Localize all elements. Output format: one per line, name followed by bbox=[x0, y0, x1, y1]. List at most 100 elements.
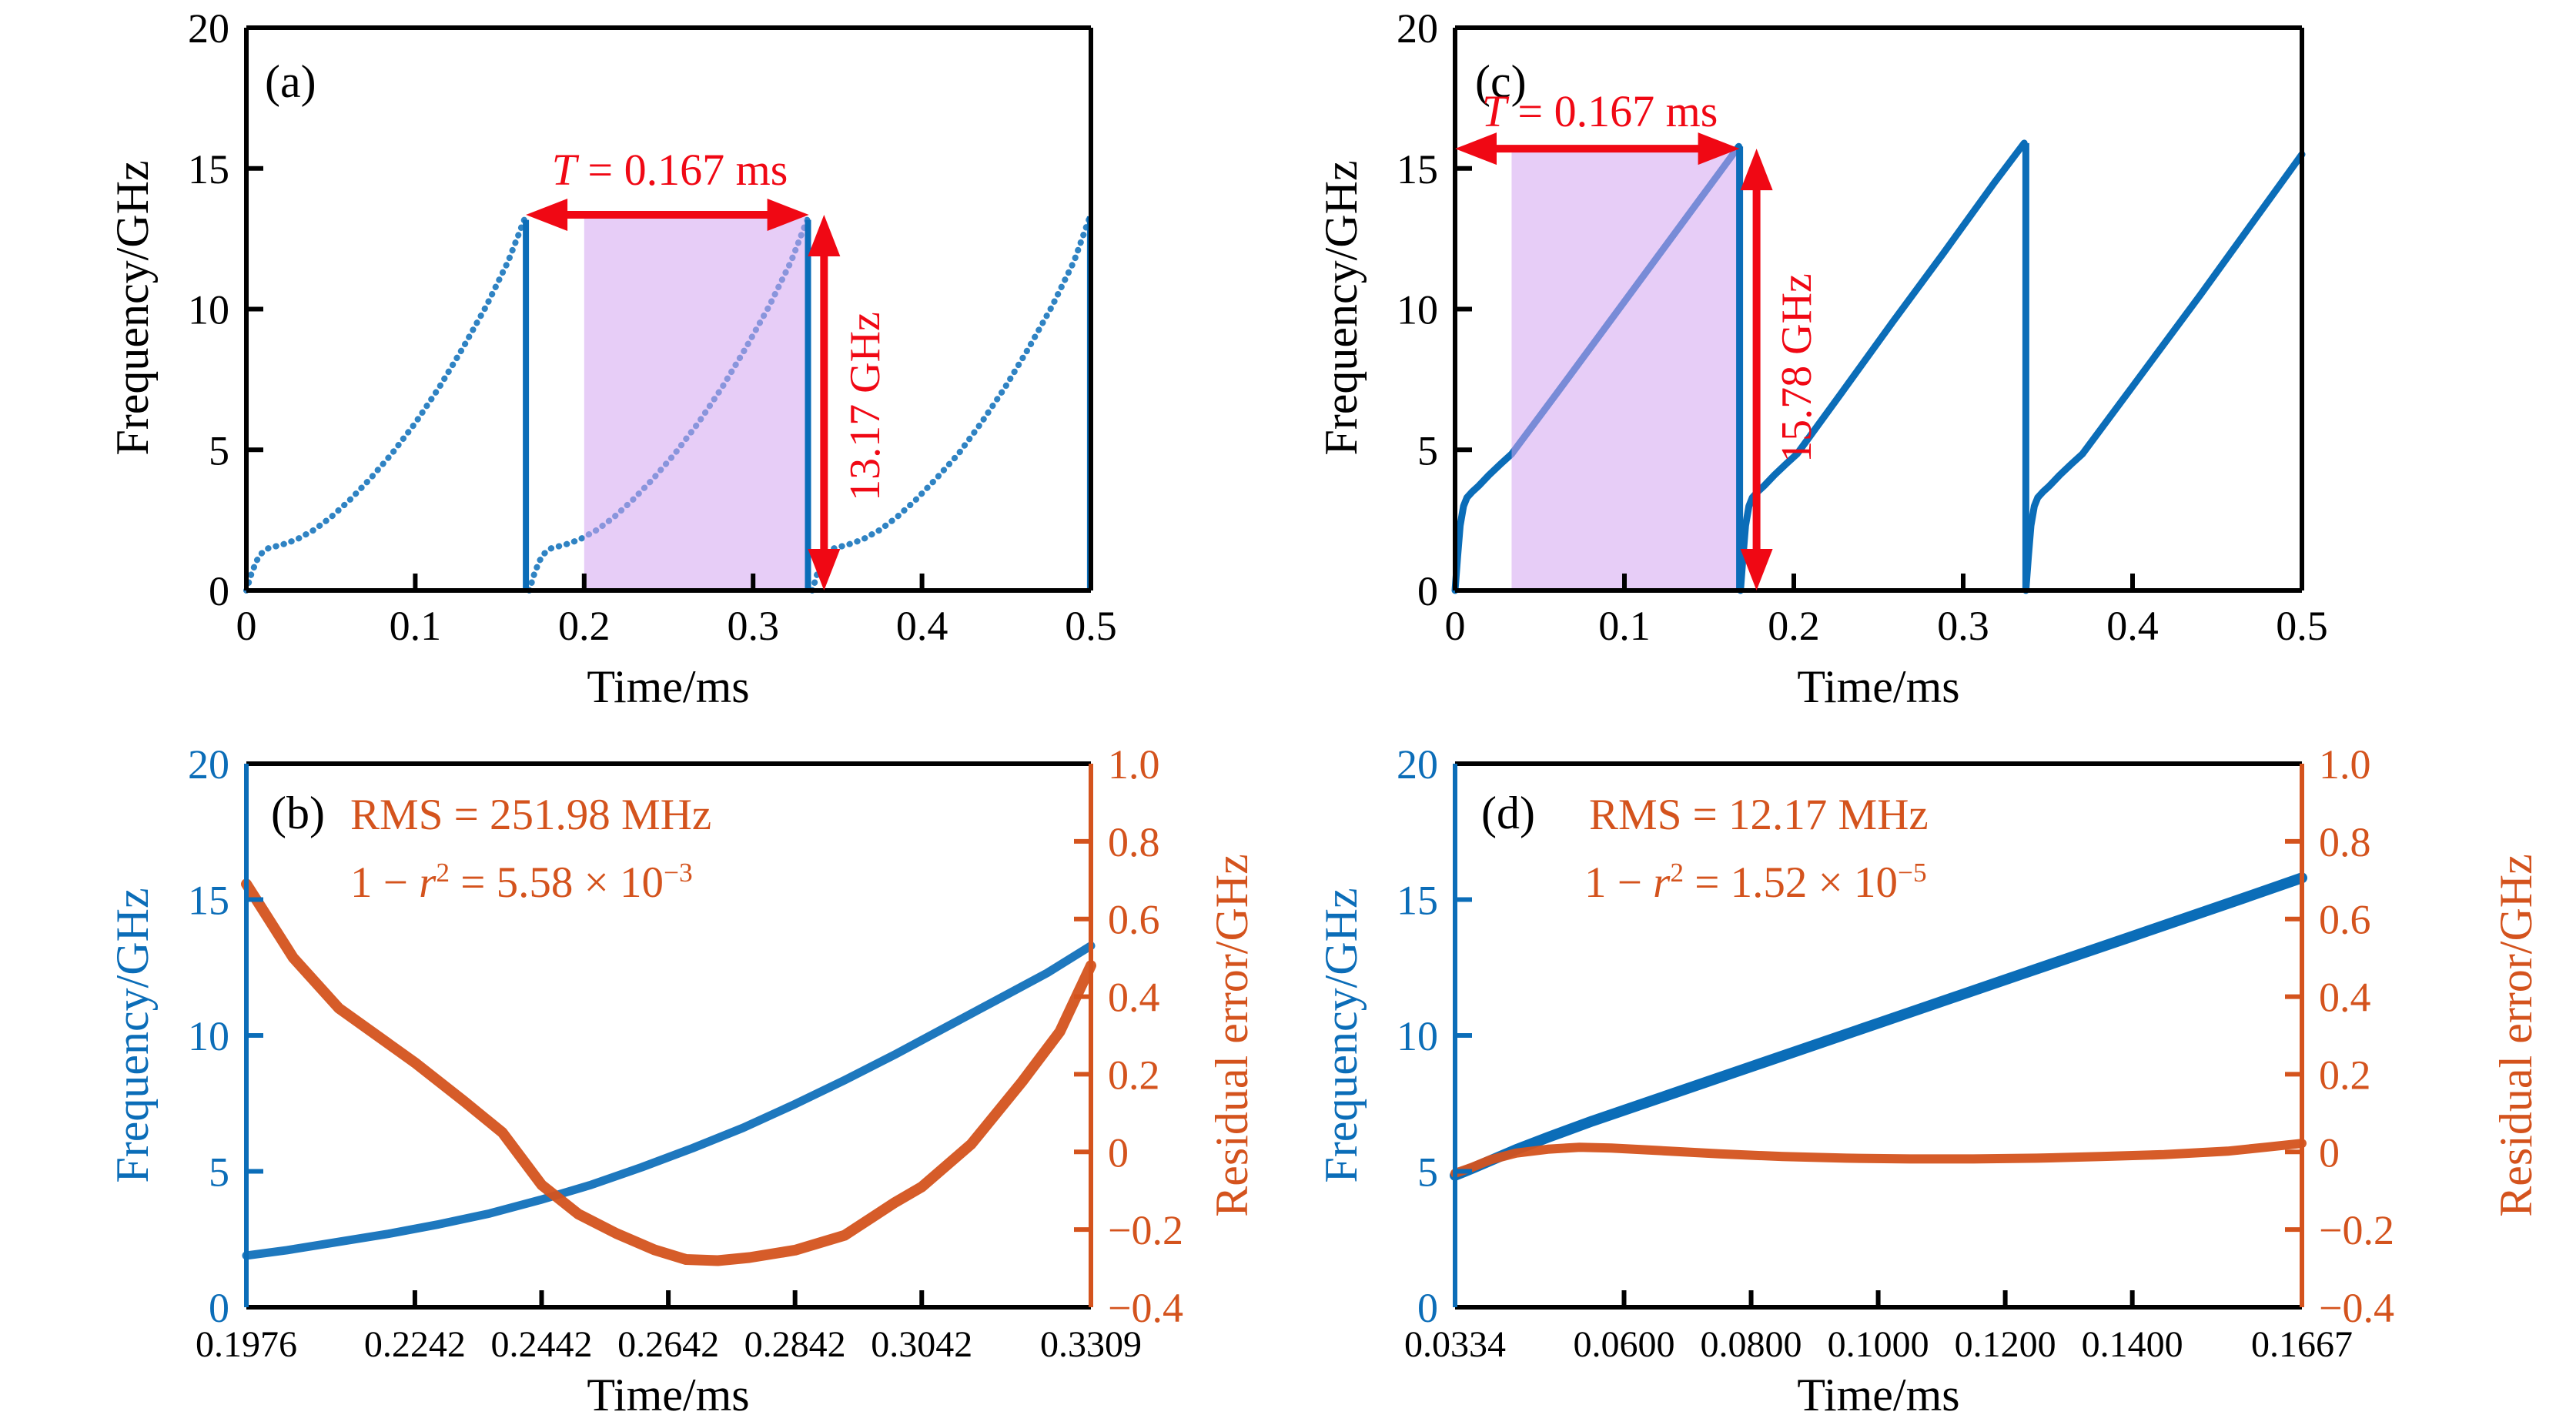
arrowhead bbox=[808, 549, 841, 590]
y-tick-label-right: −0.4 bbox=[1108, 1285, 1183, 1331]
y-tick-label-left: 20 bbox=[1397, 741, 1438, 788]
y-tick-label-left: 15 bbox=[188, 146, 229, 192]
panel-a-chart: 0 0.1 0.2 0.3 0.4 0.5 0 5 10 15 20 bbox=[188, 5, 1117, 649]
measurement-arrows bbox=[1455, 132, 1773, 590]
series-layer bbox=[1450, 872, 2307, 1181]
y-tick-label-right: −0.2 bbox=[2319, 1207, 2394, 1253]
x-tick-label: 0.1000 bbox=[1828, 1324, 1929, 1365]
y-tick-label-right: −0.2 bbox=[1108, 1207, 1183, 1253]
arrowhead bbox=[1698, 132, 1740, 166]
panel-d-rms-annotation: RMS = 12.17 MHz bbox=[1589, 791, 1929, 839]
axes-layer: 0.0334 0.0600 0.0800 0.1000 0.1200 0.1400 0.16… bbox=[1397, 741, 2394, 1365]
x-tick-label: 0.4 bbox=[896, 603, 948, 649]
panel-d-chart: 0.0334 0.0600 0.0800 0.1000 0.1200 0.1400 0.16… bbox=[1397, 741, 2394, 1365]
panel-b-rsquared-annotation: 1 − r2 = 5.58 × 10−3 bbox=[350, 858, 693, 907]
y-tick-label-left: 15 bbox=[1397, 878, 1438, 924]
x-tick-label: 0.1976 bbox=[196, 1324, 297, 1365]
panel-d-left-y-axis-title: Frequency/GHz bbox=[1316, 888, 1367, 1183]
panel-d-rsquared-annotation: 1 − r2 = 1.52 × 10−5 bbox=[1584, 858, 1927, 907]
shaded-analysis-window bbox=[1511, 149, 1738, 591]
y-tick-label-left: 0 bbox=[209, 568, 229, 614]
y-tick-label-left: 20 bbox=[188, 741, 229, 788]
x-tick-label: 0 bbox=[236, 603, 257, 649]
y-tick-label-right: 1.0 bbox=[1108, 741, 1160, 788]
linearized-sweep-ramp-2 bbox=[1737, 139, 2028, 594]
axes-layer: 0 0.1 0.2 0.3 0.4 0.5 0 5 10 15 20 bbox=[1397, 5, 2328, 649]
x-tick-label: 0.2642 bbox=[617, 1324, 719, 1365]
x-tick-label: 0.2 bbox=[1768, 603, 1820, 649]
x-tick-label: 0.3 bbox=[727, 603, 779, 649]
y-tick-label-left: 5 bbox=[209, 1149, 229, 1196]
panel-c-letter: (c) bbox=[1475, 56, 1527, 107]
x-tick-label: 0.3 bbox=[1937, 603, 1989, 649]
x-tick-label: 0.2 bbox=[558, 603, 611, 649]
shaded-analysis-window bbox=[584, 216, 805, 590]
series-layer bbox=[241, 878, 1096, 1266]
y-tick-label-left: 0 bbox=[1417, 568, 1438, 614]
x-tick-label: 0.1 bbox=[1598, 603, 1651, 649]
x-tick-label: 0.0600 bbox=[1574, 1324, 1675, 1365]
y-tick-label-left: 10 bbox=[188, 287, 229, 333]
x-tick-label: 0.4 bbox=[2106, 603, 2159, 649]
panel-c-x-axis-title: Time/ms bbox=[1797, 661, 1960, 712]
panel-b-rms-annotation: RMS = 251.98 MHz bbox=[350, 791, 712, 839]
y-tick-label-left: 15 bbox=[188, 878, 229, 924]
y-tick-label-right: 0.6 bbox=[1108, 897, 1160, 943]
period-variable: T bbox=[551, 145, 577, 195]
measured-frequency-curve bbox=[1450, 872, 2307, 1181]
x-tick-label: 0.5 bbox=[1065, 603, 1117, 649]
y-tick-label-right: 1.0 bbox=[2319, 741, 2371, 788]
measurement-arrows bbox=[526, 199, 841, 590]
y-tick-label-right: 0.8 bbox=[1108, 819, 1160, 865]
panel-d-right-y-axis-title: Residual error/GHz bbox=[2491, 854, 2541, 1217]
y-tick-label-right: 0 bbox=[2319, 1129, 2340, 1176]
axes-layer: 0 0.1 0.2 0.3 0.4 0.5 0 5 10 15 20 bbox=[188, 5, 1117, 649]
x-tick-label: 0.0800 bbox=[1701, 1324, 1802, 1365]
y-tick-label-left: 10 bbox=[1397, 287, 1438, 333]
panel-a-sweep-span-annotation: 13.17 GHz bbox=[841, 312, 889, 501]
y-tick-label-right: 0.2 bbox=[2319, 1052, 2371, 1098]
panel-c-sweep-span-annotation: 15.78 GHz bbox=[1773, 273, 1821, 463]
y-tick-label-right: 0.4 bbox=[1108, 975, 1160, 1021]
panel-b-letter: (b) bbox=[271, 788, 325, 838]
panel-a-period-annotation: T = 0.167 ms bbox=[552, 148, 788, 192]
x-tick-label: 0.1667 bbox=[2251, 1324, 2353, 1365]
x-tick-label: 0.1200 bbox=[1955, 1324, 2056, 1365]
frequency-sweep-ramp-1 bbox=[243, 216, 527, 594]
panel-b-left-y-axis-title: Frequency/GHz bbox=[107, 888, 158, 1183]
x-tick-label: 0.2442 bbox=[490, 1324, 592, 1365]
measured-frequency-curve bbox=[242, 942, 1096, 1260]
y-tick-label-left: 20 bbox=[1397, 5, 1438, 52]
y-tick-label-right: −0.4 bbox=[2319, 1285, 2394, 1331]
panel-b-x-axis-title: Time/ms bbox=[587, 1370, 750, 1420]
y-tick-label-right: 0 bbox=[1108, 1129, 1129, 1176]
x-tick-label: 0.5 bbox=[2276, 603, 2328, 649]
panel-a-y-axis-title: Frequency/GHz bbox=[107, 160, 158, 456]
panel-d-x-axis-title: Time/ms bbox=[1797, 1370, 1960, 1420]
panel-c-y-axis-title: Frequency/GHz bbox=[1316, 160, 1367, 456]
y-tick-label-left: 5 bbox=[1417, 427, 1438, 473]
arrowhead bbox=[808, 215, 841, 257]
period-variable: T bbox=[1481, 86, 1507, 136]
y-tick-label-left: 0 bbox=[209, 1285, 229, 1331]
panel-a-letter: (a) bbox=[265, 56, 316, 107]
residual-error-curve bbox=[241, 878, 1096, 1266]
axes-layer: 0.1976 0.2242 0.2442 0.2642 0.2842 0.3042 0.33… bbox=[188, 741, 1183, 1365]
arrowhead bbox=[767, 199, 809, 232]
x-tick-label: 0.1400 bbox=[2082, 1324, 2183, 1365]
x-tick-label: 0.2242 bbox=[364, 1324, 466, 1365]
panel-d-letter: (d) bbox=[1481, 788, 1535, 838]
period-value: = 0.167 ms bbox=[1506, 86, 1718, 136]
x-tick-label: 0.2842 bbox=[744, 1324, 846, 1365]
y-tick-label-left: 10 bbox=[1397, 1013, 1438, 1059]
arrowhead bbox=[1740, 149, 1773, 191]
x-tick-label: 0 bbox=[1445, 603, 1466, 649]
x-tick-label: 0.3309 bbox=[1040, 1324, 1142, 1365]
residual-error-curve bbox=[1450, 1139, 2307, 1178]
arrowhead bbox=[1455, 132, 1497, 166]
panel-a-x-axis-title: Time/ms bbox=[587, 661, 750, 712]
x-tick-label: 0.3042 bbox=[871, 1324, 972, 1365]
x-tick-label: 0.1 bbox=[390, 603, 442, 649]
y-tick-label-right: 0.6 bbox=[2319, 897, 2371, 943]
